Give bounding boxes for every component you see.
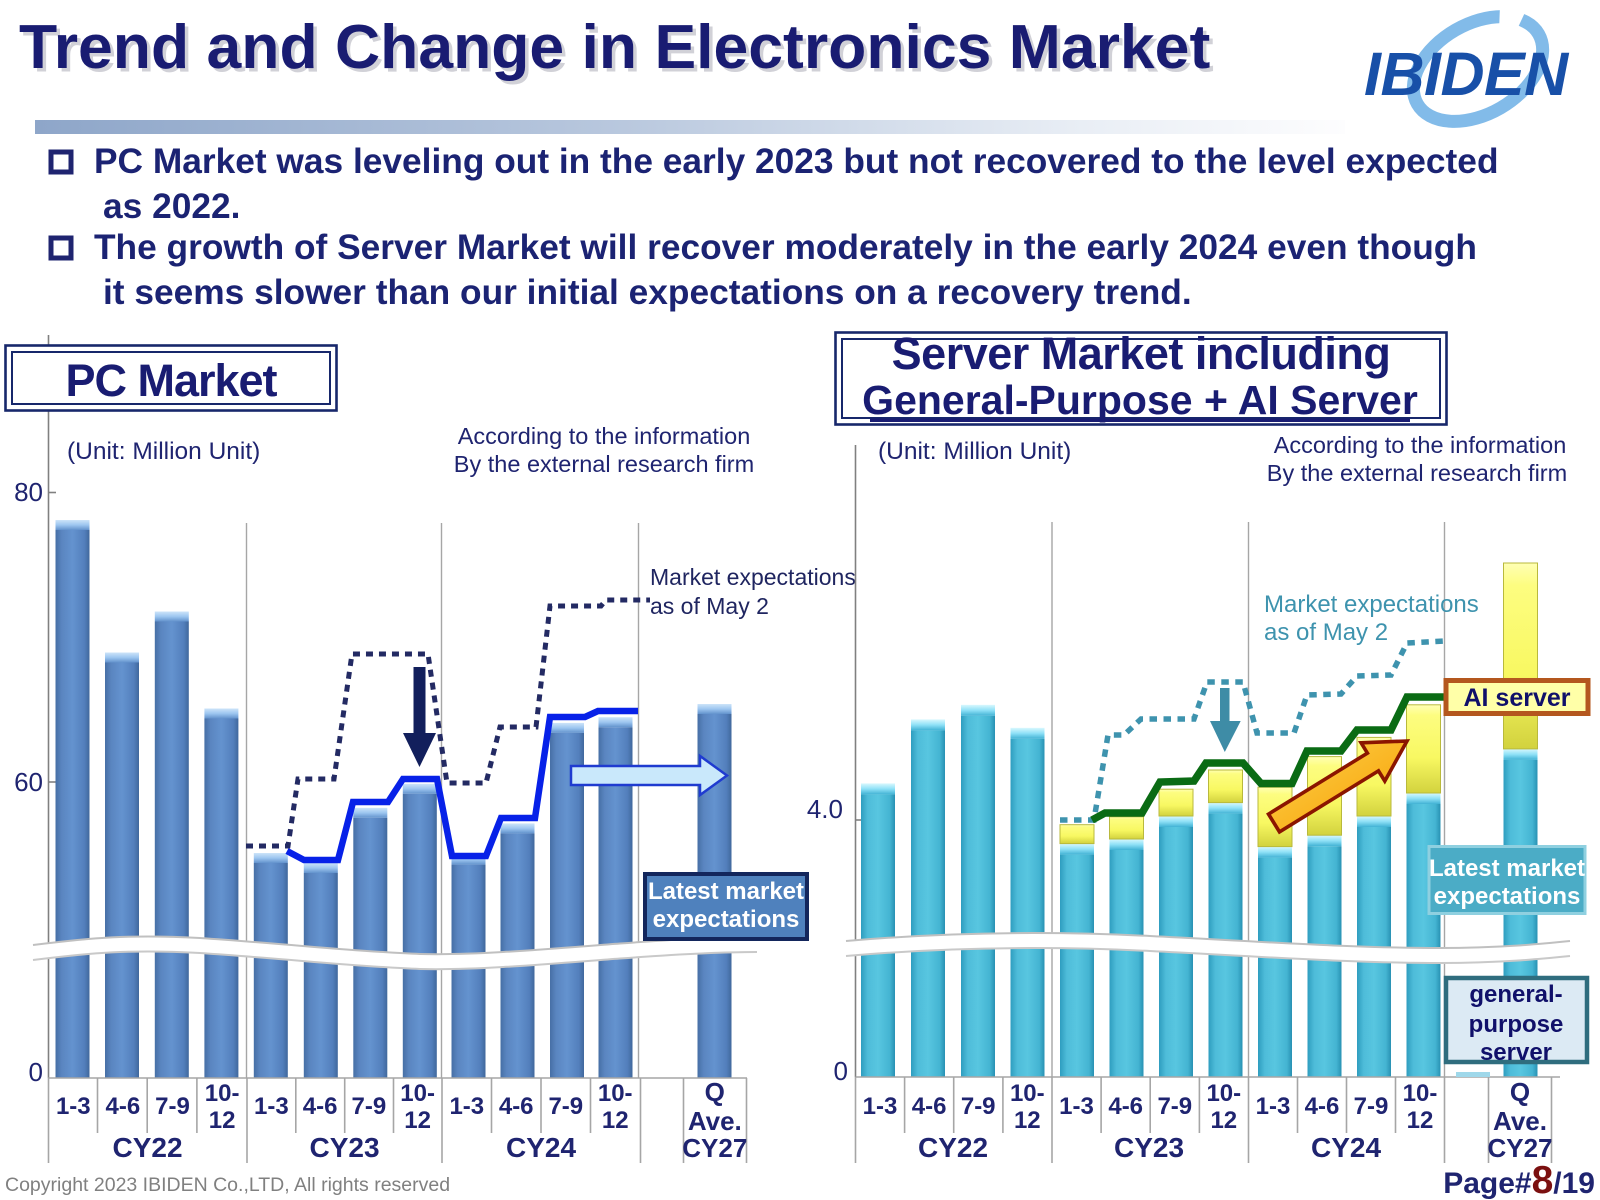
svg-text:4-6: 4-6	[912, 1093, 947, 1120]
svg-text:PC Market was leveling out in: PC Market was leveling out in the early …	[94, 142, 1499, 181]
svg-text:0: 0	[834, 1056, 848, 1086]
svg-text:7-9: 7-9	[1157, 1093, 1192, 1120]
svg-text:CY27: CY27	[1487, 1133, 1552, 1163]
svg-text:4-6: 4-6	[1108, 1093, 1143, 1120]
svg-text:CY24: CY24	[1311, 1132, 1381, 1163]
svg-text:CY22: CY22	[112, 1132, 182, 1163]
svg-text:General-Purpose + AI Server: General-Purpose + AI Server	[862, 377, 1418, 423]
svg-text:10-: 10-	[205, 1080, 240, 1107]
svg-text:Q: Q	[1510, 1077, 1530, 1107]
svg-text:as of May 2: as of May 2	[1264, 619, 1388, 646]
svg-text:10-: 10-	[1403, 1080, 1438, 1107]
svg-text:60: 60	[14, 767, 43, 797]
svg-text:7-9: 7-9	[961, 1093, 996, 1120]
svg-text:10-: 10-	[400, 1080, 435, 1107]
svg-text:Market expectations: Market expectations	[1264, 591, 1479, 618]
svg-text:10-: 10-	[1010, 1080, 1045, 1107]
svg-text:1-3: 1-3	[56, 1093, 91, 1120]
svg-text:Ave.: Ave.	[688, 1106, 742, 1136]
svg-text:server: server	[1480, 1039, 1552, 1066]
svg-text:expectations: expectations	[1434, 883, 1581, 910]
svg-text:Page#8/19: Page#8/19	[1443, 1159, 1595, 1200]
svg-text:general-: general-	[1469, 981, 1562, 1008]
svg-text:CY22: CY22	[918, 1132, 988, 1163]
svg-text:4-6: 4-6	[106, 1093, 141, 1120]
svg-text:Trend and Change in Electronic: Trend and Change in Electronics Market	[23, 16, 1214, 86]
svg-text:7-9: 7-9	[548, 1093, 583, 1120]
svg-text:1-3: 1-3	[254, 1093, 289, 1120]
svg-text:0: 0	[29, 1057, 43, 1087]
svg-text:(Unit: Million Unit): (Unit: Million Unit)	[67, 438, 260, 465]
svg-text:12: 12	[404, 1107, 431, 1134]
svg-text:CY23: CY23	[309, 1132, 379, 1163]
svg-text:12: 12	[1014, 1107, 1041, 1134]
svg-text:By the external research firm: By the external research firm	[1267, 460, 1567, 486]
svg-text:Latest market: Latest market	[648, 878, 804, 905]
svg-text:According to the information: According to the information	[458, 423, 751, 449]
svg-text:80: 80	[14, 477, 43, 507]
svg-text:The growth of Server Market wi: The growth of Server Market will recover…	[94, 228, 1477, 267]
svg-text:CY24: CY24	[506, 1132, 576, 1163]
svg-text:IBIDEN: IBIDEN	[1364, 40, 1570, 108]
svg-text:12: 12	[602, 1107, 629, 1134]
svg-text:Copyright 2023 IBIDEN Co.,LTD,: Copyright 2023 IBIDEN Co.,LTD, All right…	[5, 1174, 450, 1196]
svg-text:Market expectations: Market expectations	[650, 564, 856, 590]
svg-text:7-9: 7-9	[155, 1093, 190, 1120]
svg-text:1-3: 1-3	[1059, 1093, 1094, 1120]
svg-text:it seems slower than our initi: it seems slower than our initial expecta…	[103, 273, 1192, 312]
svg-text:12: 12	[209, 1107, 236, 1134]
svg-text:Latest market: Latest market	[1429, 855, 1585, 882]
svg-text:CY27: CY27	[682, 1133, 747, 1163]
svg-text:CY23: CY23	[1114, 1132, 1184, 1163]
svg-text:expectations: expectations	[653, 906, 800, 933]
svg-text:By the external research firm: By the external research firm	[454, 451, 754, 477]
svg-text:10-: 10-	[1206, 1080, 1241, 1107]
svg-text:12: 12	[1407, 1107, 1434, 1134]
svg-text:12: 12	[1210, 1107, 1237, 1134]
svg-text:AI server: AI server	[1463, 684, 1570, 712]
svg-text:7-9: 7-9	[352, 1093, 387, 1120]
svg-text:Server Market including: Server Market including	[892, 328, 1391, 379]
svg-text:1-3: 1-3	[863, 1093, 898, 1120]
svg-text:7-9: 7-9	[1354, 1093, 1389, 1120]
svg-text:purpose: purpose	[1469, 1011, 1564, 1038]
svg-text:1-3: 1-3	[1256, 1093, 1291, 1120]
svg-text:(Unit: Million Unit): (Unit: Million Unit)	[878, 438, 1071, 465]
svg-text:as 2022.: as 2022.	[103, 187, 240, 226]
svg-text:PC Market: PC Market	[65, 355, 277, 406]
svg-text:4.0: 4.0	[807, 794, 843, 824]
svg-text:Trend and Change in Electronic: Trend and Change in Electronics Market	[19, 12, 1210, 82]
svg-text:10-: 10-	[598, 1080, 633, 1107]
svg-text:as of May 2: as of May 2	[650, 593, 769, 619]
svg-text:4-6: 4-6	[1305, 1093, 1340, 1120]
svg-text:1-3: 1-3	[449, 1093, 484, 1120]
svg-text:4-6: 4-6	[303, 1093, 338, 1120]
svg-text:Q: Q	[705, 1077, 725, 1107]
svg-text:According to the information: According to the information	[1274, 432, 1567, 458]
svg-text:4-6: 4-6	[499, 1093, 534, 1120]
svg-text:Ave.: Ave.	[1493, 1106, 1547, 1136]
